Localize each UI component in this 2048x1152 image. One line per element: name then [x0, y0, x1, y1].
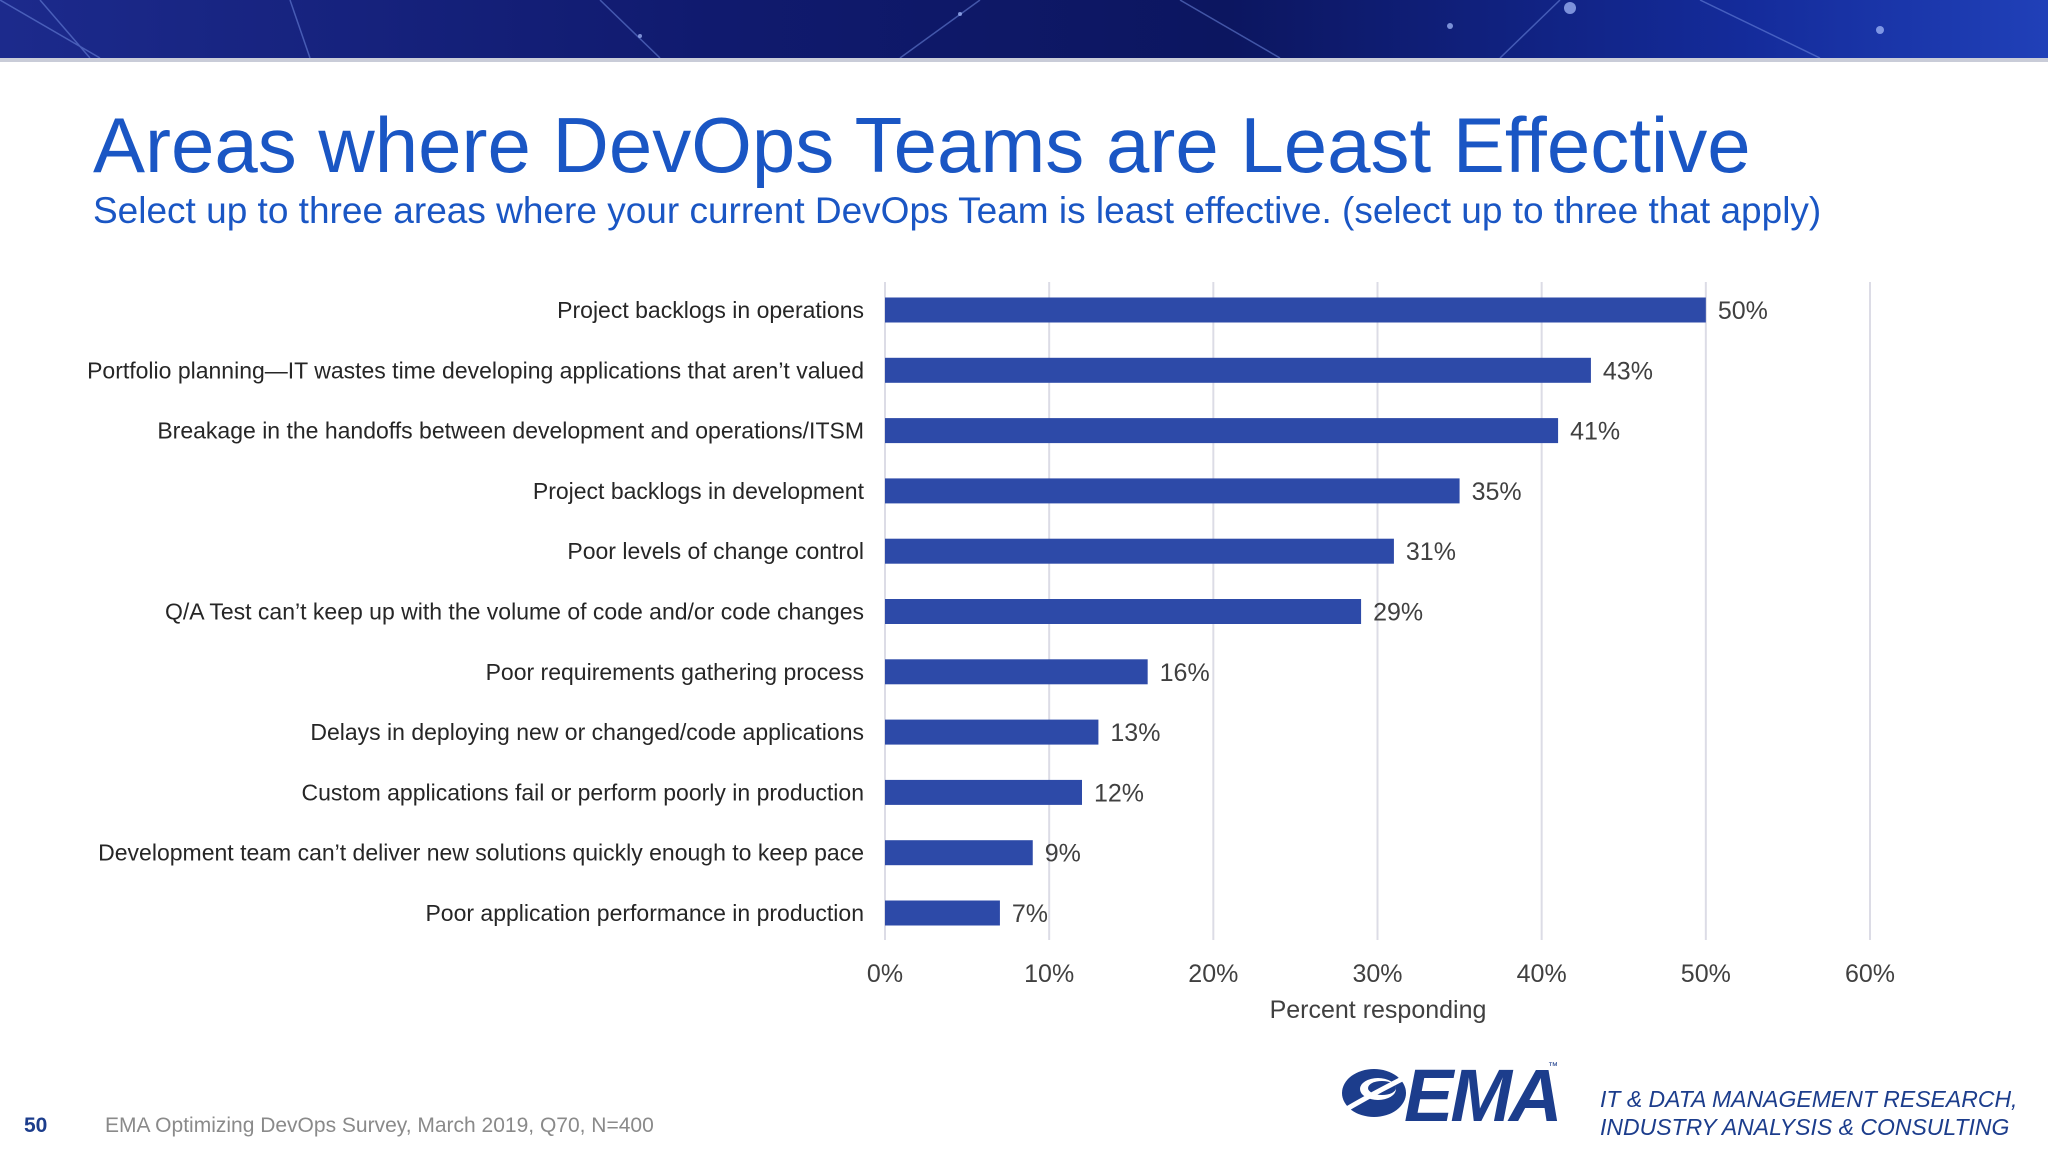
- category-label: Project backlogs in development: [533, 478, 865, 504]
- bar: [885, 659, 1148, 685]
- data-label: 13%: [1110, 719, 1160, 747]
- banner-network-graphic: [0, 0, 1884, 58]
- x-tick-label: 20%: [1188, 960, 1238, 988]
- category-label: Custom applications fail or perform poor…: [302, 779, 865, 805]
- chart-labels: 0% 10% 20% 30% 40% 50% 60% Project backlogs in …: [87, 297, 1895, 988]
- chart-bars: [885, 297, 1706, 926]
- data-label: 50%: [1718, 297, 1768, 325]
- x-tick-label: 30%: [1352, 960, 1402, 988]
- data-label: 31%: [1406, 538, 1456, 566]
- category-label: Poor application performance in producti…: [425, 900, 864, 926]
- ema-logo: EMA ™: [1330, 1055, 1570, 1139]
- category-label: Poor levels of change control: [567, 538, 864, 564]
- category-label: Portfolio planning—IT wastes time develo…: [87, 357, 864, 383]
- trademark-symbol: ™: [1548, 1061, 1558, 1072]
- bar: [885, 779, 1082, 805]
- page-subtitle: Select up to three areas where your curr…: [93, 190, 1822, 231]
- bar: [885, 297, 1706, 323]
- ema-tagline: IT & DATA MANAGEMENT RESEARCH, INDUSTRY …: [1600, 1085, 2017, 1141]
- data-label: 7%: [1012, 900, 1048, 928]
- x-tick-label: 50%: [1681, 960, 1731, 988]
- x-tick-label: 60%: [1845, 960, 1895, 988]
- source-note: EMA Optimizing DevOps Survey, March 2019…: [105, 1114, 654, 1137]
- data-label: 16%: [1160, 659, 1210, 687]
- page-title: Areas where DevOps Teams are Least Effec…: [93, 101, 1751, 189]
- data-label: 29%: [1373, 599, 1423, 627]
- ema-wordmark: EMA: [1404, 1054, 1562, 1137]
- ema-swoosh-icon: [1338, 1069, 1412, 1117]
- data-label: 12%: [1094, 779, 1144, 807]
- banner-rule: [0, 58, 2048, 62]
- data-label: 43%: [1603, 357, 1653, 385]
- tagline-line-2: INDUSTRY ANALYSIS & CONSULTING: [1600, 1114, 2010, 1140]
- category-label: Project backlogs in operations: [557, 297, 864, 323]
- x-tick-label: 0%: [867, 960, 903, 988]
- bar: [885, 538, 1394, 564]
- data-label: 9%: [1045, 840, 1081, 868]
- bar: [885, 357, 1591, 383]
- x-axis-title: Percent responding: [1270, 996, 1487, 1024]
- category-label: Development team can’t deliver new solut…: [98, 840, 864, 866]
- category-label: Delays in deploying new or changed/code …: [310, 719, 864, 745]
- bar: [885, 900, 1000, 926]
- category-label: Breakage in the handoffs between develop…: [157, 418, 864, 444]
- data-label: 35%: [1472, 478, 1522, 506]
- data-label: 41%: [1570, 418, 1620, 446]
- bar: [885, 599, 1362, 624]
- category-label: Q/A Test can’t keep up with the volume o…: [165, 599, 864, 625]
- x-tick-label: 10%: [1024, 960, 1074, 988]
- bar: [885, 719, 1099, 745]
- bar: [885, 418, 1559, 444]
- slide-number: 50: [24, 1114, 48, 1137]
- tagline-line-1: IT & DATA MANAGEMENT RESEARCH,: [1600, 1086, 2018, 1112]
- header-banner: [0, 0, 2048, 58]
- bar: [885, 840, 1033, 866]
- bar: [885, 478, 1460, 504]
- category-label: Poor requirements gathering process: [486, 659, 864, 685]
- x-tick-label: 40%: [1517, 960, 1567, 988]
